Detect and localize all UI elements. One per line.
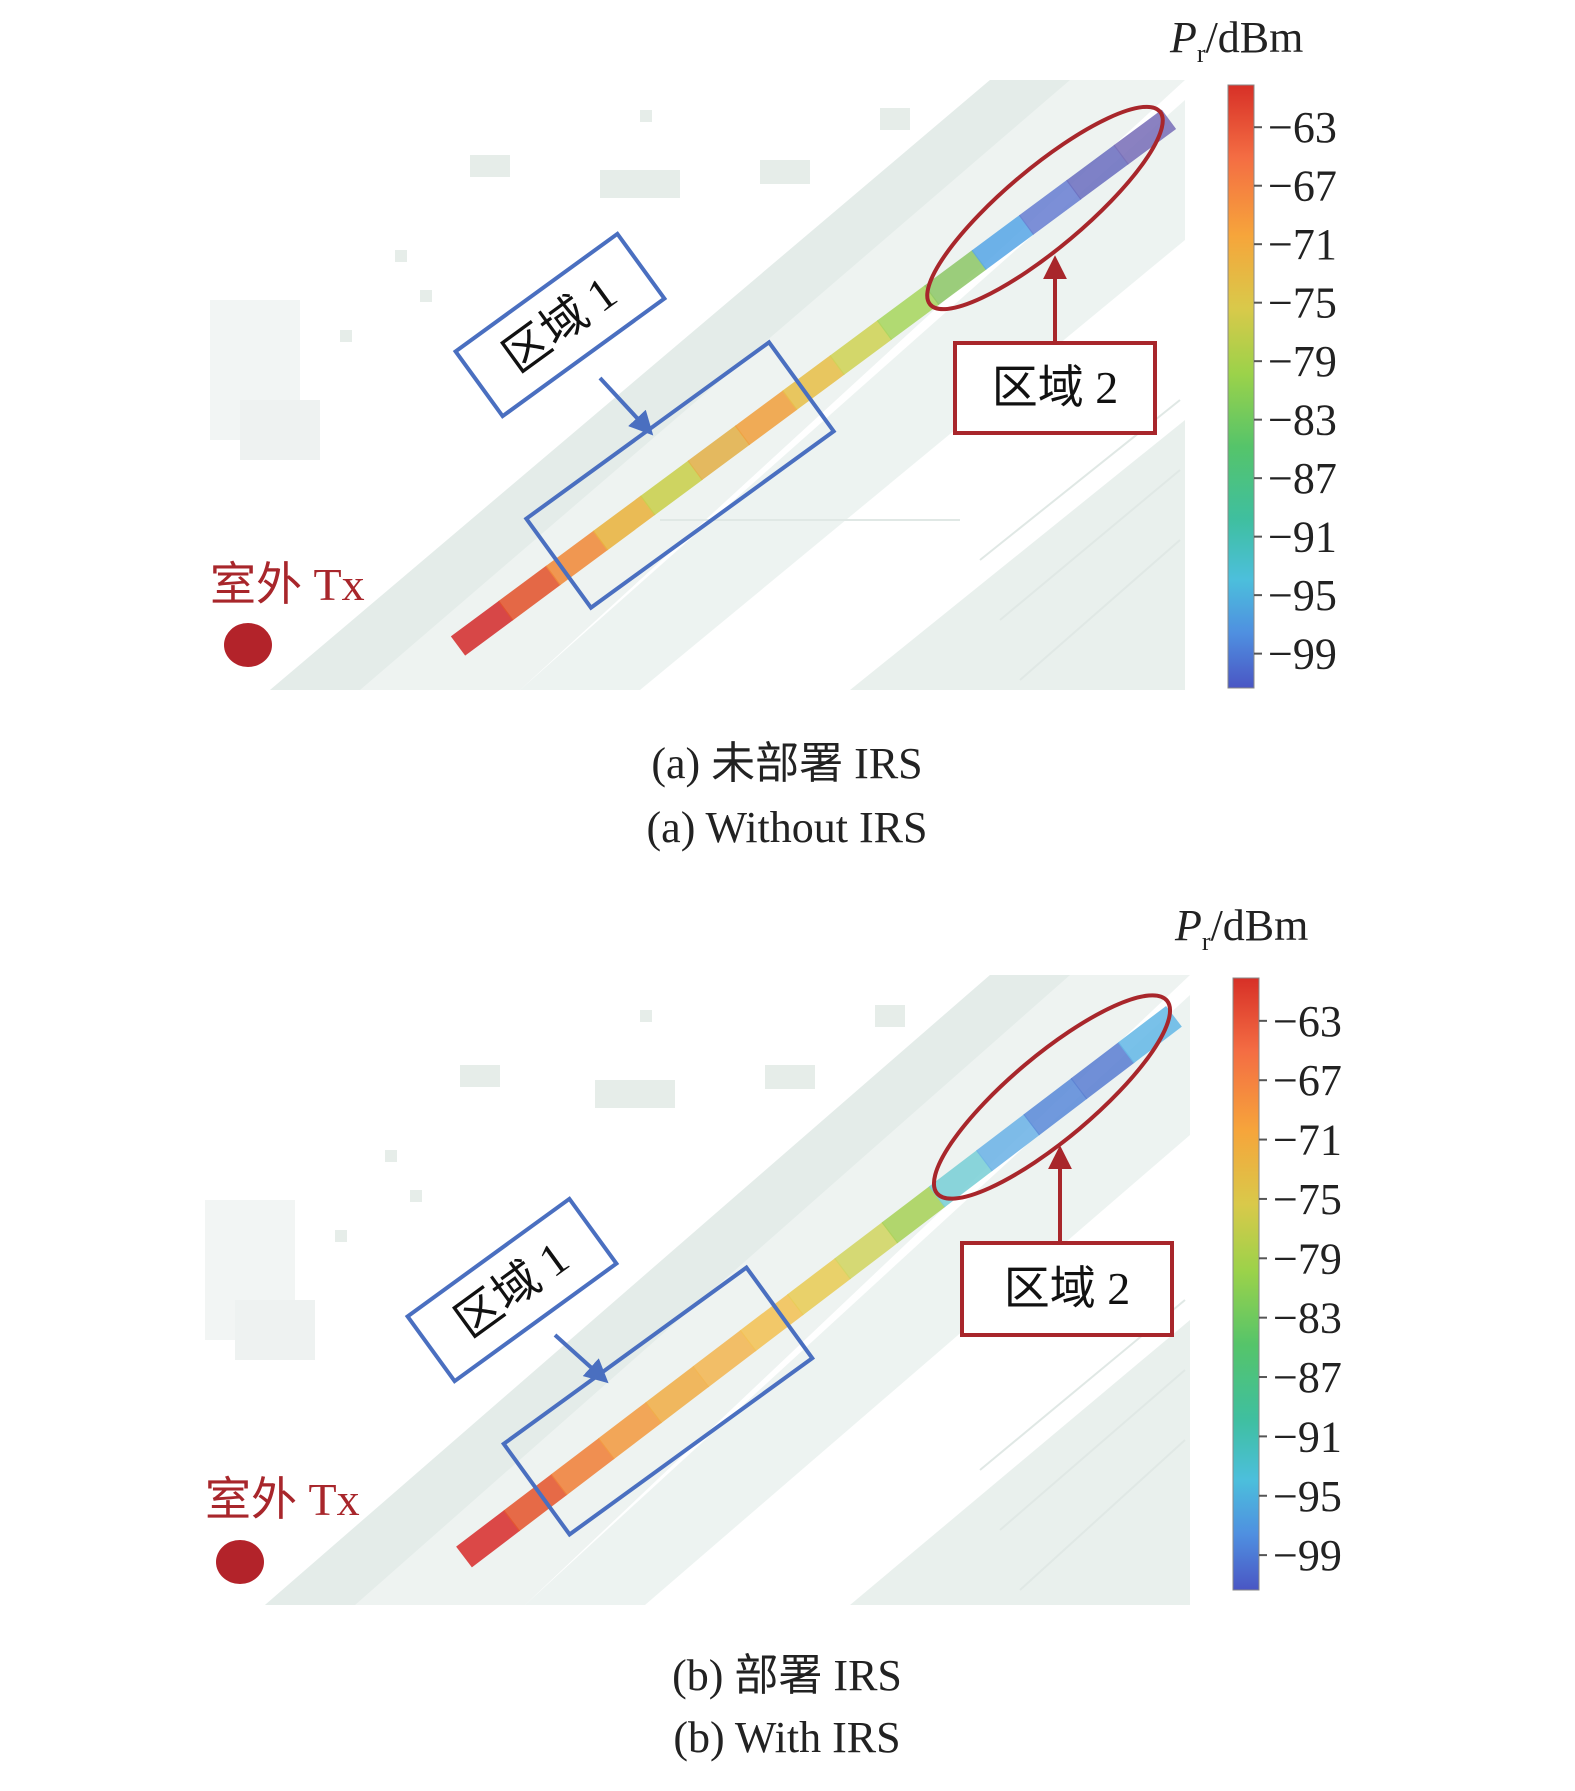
- region1-box-b: [500, 1264, 816, 1538]
- region1-arrow-a: [598, 376, 654, 436]
- strip-segment: [881, 1185, 946, 1244]
- colorbar-tick-label: −79: [1268, 337, 1337, 386]
- strip-segment: [876, 284, 940, 341]
- colorbar-tick-label: −63: [1273, 997, 1342, 1046]
- colorbar-tick-label: −91: [1273, 1412, 1342, 1461]
- strip-segment: [971, 214, 1035, 270]
- strip-segment: [640, 460, 703, 516]
- colorbar-tick-label: −95: [1273, 1472, 1342, 1521]
- strip-segment: [550, 1437, 615, 1496]
- strip-segment: [834, 1221, 899, 1280]
- strip-segment: [450, 600, 514, 656]
- colorbar-b: Pr/dBm −63 −67 −71 −75 −79 −83 −87 −91 −95 −99: [1174, 901, 1342, 1591]
- colorbar-tick-label: −83: [1273, 1294, 1342, 1343]
- panel-b: 区域 1 区域 2 室外 Tx Pr/dBm−63−67−71−75−79−83…: [205, 901, 1342, 1762]
- city-map-background-a: [210, 80, 1185, 690]
- colorbar-gradient: [1227, 84, 1255, 689]
- colorbar-tick-label: −83: [1268, 396, 1337, 445]
- tx-label-b: 室外 Tx: [205, 1474, 360, 1525]
- signal-strip-a: [450, 109, 1177, 656]
- strip-segment: [545, 530, 609, 586]
- strip-segment: [739, 1293, 804, 1352]
- region2-label-a: 区域 2: [992, 362, 1119, 413]
- strip-segment: [1070, 1041, 1135, 1100]
- region2-ellipse-b: [931, 993, 1173, 1201]
- caption-en-a: (a) Without IRS: [647, 803, 928, 852]
- region2-label-box-b: [960, 1241, 1174, 1337]
- region2-label-box-a: [953, 341, 1157, 435]
- colorbar-a: Pr/dBm −63 −67 −71 −75 −79 −83 −87 −91 −95 −99: [1169, 13, 1337, 689]
- colorbar-tick-label: −87: [1268, 454, 1337, 503]
- strip-segment: [1113, 109, 1177, 165]
- tx-label-a: 室外 Tx: [210, 559, 365, 610]
- strip-segment: [687, 425, 751, 481]
- strip-segment: [782, 355, 845, 411]
- colorbar-title: Pr/dBm: [1169, 13, 1303, 68]
- colorbar-tick-label: −75: [1268, 279, 1337, 328]
- strip-segment: [456, 1509, 521, 1568]
- signal-strip-b: [456, 1005, 1182, 1568]
- strip-segment: [976, 1113, 1041, 1172]
- strip-segment: [1117, 1005, 1182, 1064]
- strip-segment: [928, 1149, 993, 1208]
- strip-segment: [734, 390, 798, 446]
- colorbar-tick-label: −87: [1273, 1353, 1342, 1402]
- colorbar-tick-label: −63: [1268, 103, 1337, 152]
- colorbar-tick-label: −71: [1273, 1116, 1342, 1165]
- colorbar-tick-label: −99: [1268, 630, 1337, 679]
- colorbar-gradient: [1232, 977, 1260, 1591]
- colorbar-tick-label: −67: [1268, 162, 1337, 211]
- strip-segment: [503, 1473, 568, 1532]
- tx-marker-a: [224, 623, 272, 667]
- strip-segment: [829, 320, 893, 376]
- colorbar-tick-label: −95: [1268, 571, 1337, 620]
- colorbar-title: Pr/dBm: [1174, 901, 1308, 956]
- strip-segment: [645, 1365, 710, 1424]
- colorbar-tick-label: −71: [1268, 220, 1337, 269]
- strip-segment: [692, 1329, 757, 1388]
- colorbar-tick-label: −91: [1268, 513, 1337, 562]
- tx-marker-b: [216, 1540, 264, 1584]
- caption-en-b: (b) With IRS: [673, 1713, 900, 1762]
- strip-segment: [597, 1401, 662, 1460]
- strip-segment: [924, 249, 987, 305]
- colorbar-tick-label: −75: [1273, 1175, 1342, 1224]
- strip-segment: [1066, 144, 1129, 200]
- colorbar-tick-label: −79: [1273, 1234, 1342, 1283]
- strip-segment: [1018, 179, 1082, 235]
- region1-arrow-b: [553, 1333, 609, 1384]
- strip-segment: [786, 1257, 851, 1316]
- panel-a: 区域 1 区域 2 室外 Tx Pr/dBm−63−67−71−75−79−83…: [210, 13, 1337, 852]
- region2-label-b: 区域 2: [1004, 1263, 1131, 1314]
- strip-segment: [1023, 1077, 1088, 1136]
- caption-cn-b: (b) 部署 IRS: [672, 1651, 902, 1700]
- caption-cn-a: (a) 未部署 IRS: [651, 739, 922, 788]
- strip-segment: [498, 565, 561, 621]
- colorbar-tick-label: −99: [1273, 1531, 1342, 1580]
- region2-ellipse-a: [925, 104, 1165, 312]
- strip-segment: [592, 495, 656, 551]
- colorbar-tick-label: −67: [1273, 1056, 1342, 1105]
